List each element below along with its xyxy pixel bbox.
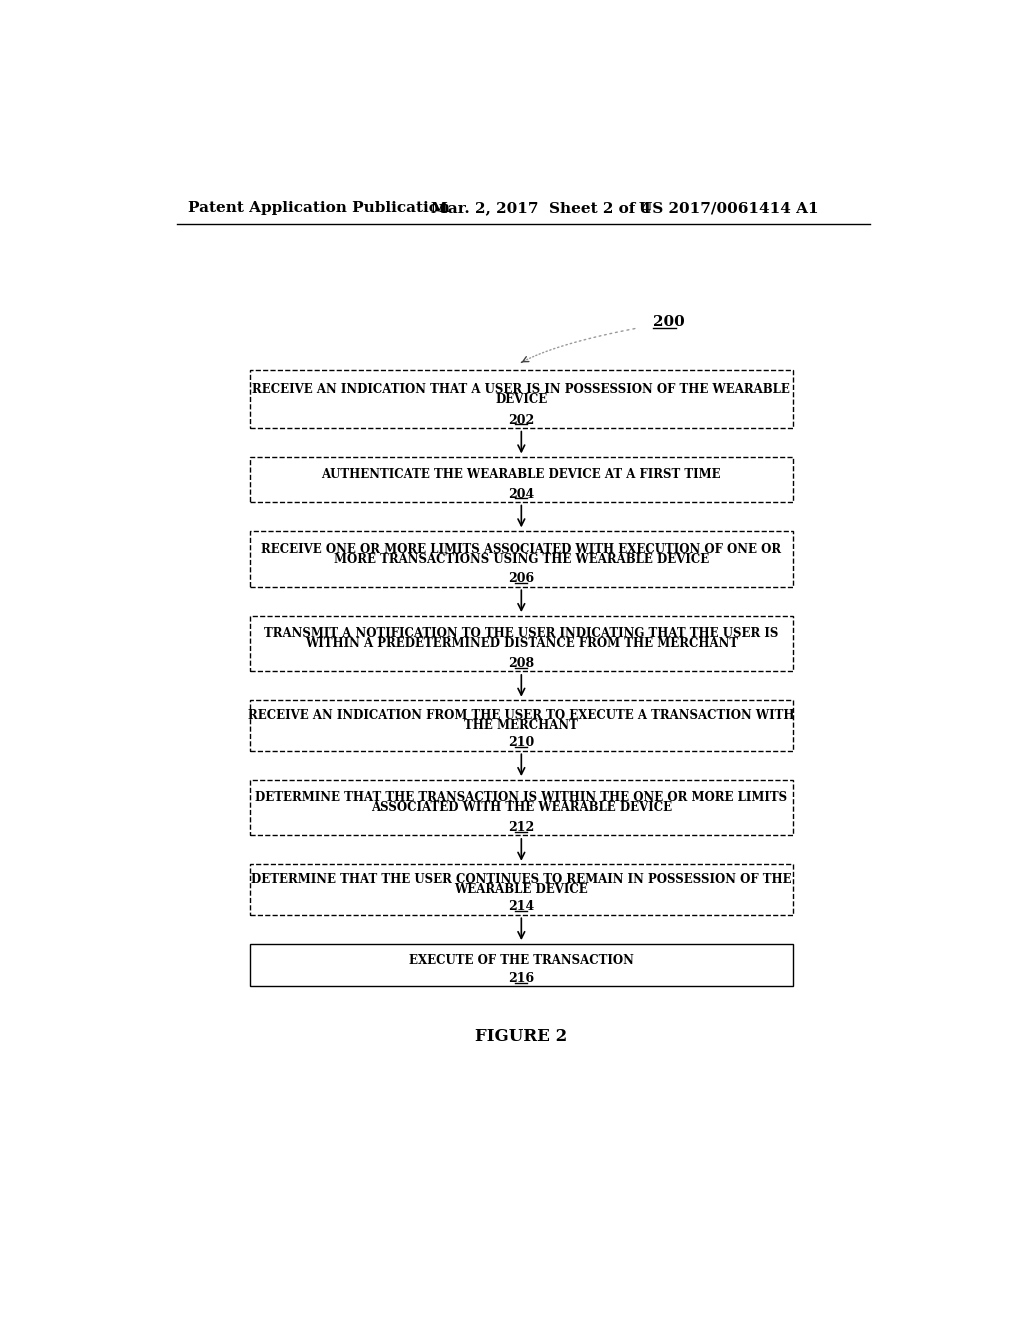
Text: 200: 200 bbox=[652, 315, 684, 330]
Text: 216: 216 bbox=[508, 972, 535, 985]
Text: ASSOCIATED WITH THE WEARABLE DEVICE: ASSOCIATED WITH THE WEARABLE DEVICE bbox=[371, 801, 672, 814]
Text: Patent Application Publication: Patent Application Publication bbox=[188, 202, 451, 215]
Text: 212: 212 bbox=[508, 821, 535, 834]
Text: EXECUTE OF THE TRANSACTION: EXECUTE OF THE TRANSACTION bbox=[409, 954, 634, 966]
Text: 210: 210 bbox=[508, 737, 535, 750]
Bar bbox=[250, 457, 793, 502]
Text: WEARABLE DEVICE: WEARABLE DEVICE bbox=[455, 883, 588, 896]
Text: TRANSMIT A NOTIFICATION TO THE USER INDICATING THAT THE USER IS: TRANSMIT A NOTIFICATION TO THE USER INDI… bbox=[264, 627, 778, 640]
Text: AUTHENTICATE THE WEARABLE DEVICE AT A FIRST TIME: AUTHENTICATE THE WEARABLE DEVICE AT A FI… bbox=[322, 469, 721, 482]
Bar bbox=[250, 615, 793, 671]
Text: 214: 214 bbox=[508, 900, 535, 913]
Text: RECEIVE AN INDICATION THAT A USER IS IN POSSESSION OF THE WEARABLE: RECEIVE AN INDICATION THAT A USER IS IN … bbox=[252, 383, 791, 396]
Text: DEVICE: DEVICE bbox=[496, 393, 548, 407]
Text: 204: 204 bbox=[508, 487, 535, 500]
Text: WITHIN A PREDETERMINED DISTANCE FROM THE MERCHANT: WITHIN A PREDETERMINED DISTANCE FROM THE… bbox=[305, 638, 738, 651]
Bar bbox=[250, 701, 793, 751]
Text: DETERMINE THAT THE TRANSACTION IS WITHIN THE ONE OR MORE LIMITS: DETERMINE THAT THE TRANSACTION IS WITHIN… bbox=[255, 792, 787, 804]
Text: RECEIVE AN INDICATION FROM THE USER TO EXECUTE A TRANSACTION WITH: RECEIVE AN INDICATION FROM THE USER TO E… bbox=[248, 709, 795, 722]
Text: Mar. 2, 2017  Sheet 2 of 4: Mar. 2, 2017 Sheet 2 of 4 bbox=[431, 202, 651, 215]
Text: FIGURE 2: FIGURE 2 bbox=[475, 1028, 567, 1044]
Bar bbox=[250, 531, 793, 586]
Text: 202: 202 bbox=[508, 413, 535, 426]
Text: DETERMINE THAT THE USER CONTINUES TO REMAIN IN POSSESSION OF THE: DETERMINE THAT THE USER CONTINUES TO REM… bbox=[251, 874, 792, 887]
Bar bbox=[250, 780, 793, 836]
Text: THE MERCHANT: THE MERCHANT bbox=[465, 719, 579, 733]
Text: 208: 208 bbox=[508, 657, 535, 671]
Bar bbox=[250, 944, 793, 986]
Bar bbox=[250, 370, 793, 428]
Text: 206: 206 bbox=[508, 573, 535, 585]
Bar bbox=[250, 865, 793, 915]
Text: RECEIVE ONE OR MORE LIMITS ASSOCIATED WITH EXECUTION OF ONE OR: RECEIVE ONE OR MORE LIMITS ASSOCIATED WI… bbox=[261, 543, 781, 556]
Text: US 2017/0061414 A1: US 2017/0061414 A1 bbox=[639, 202, 818, 215]
Text: MORE TRANSACTIONS USING THE WEARABLE DEVICE: MORE TRANSACTIONS USING THE WEARABLE DEV… bbox=[334, 553, 709, 566]
